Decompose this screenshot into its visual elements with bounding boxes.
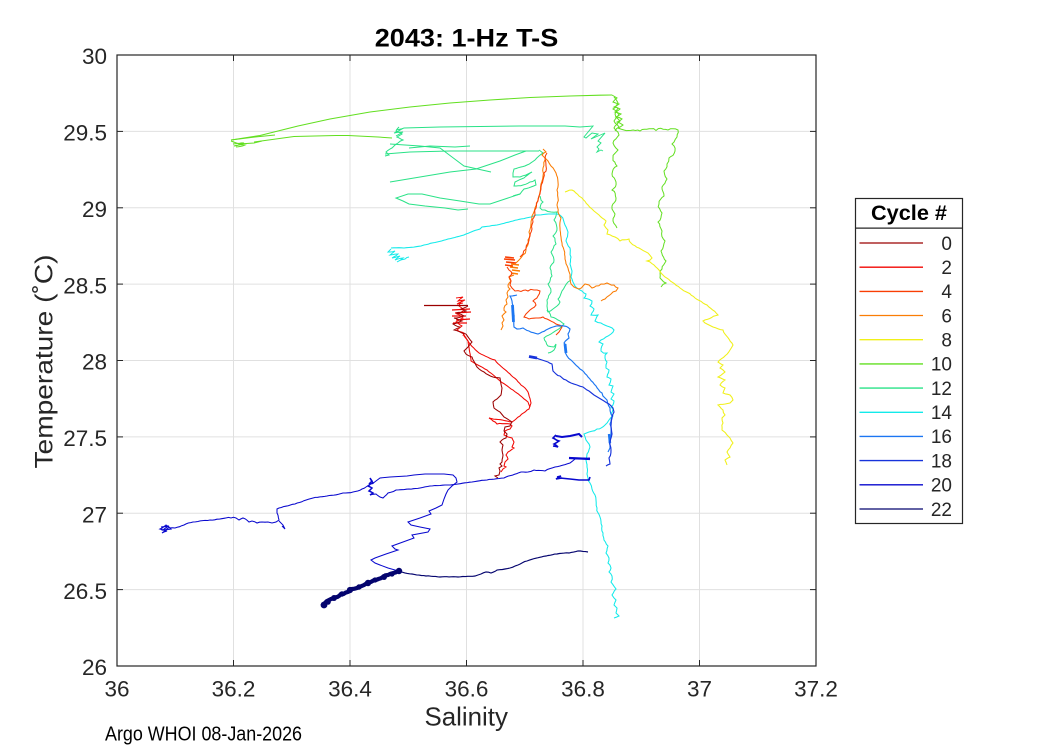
svg-text:6: 6 xyxy=(941,306,952,327)
svg-text:2043: 1-Hz T-S: 2043: 1-Hz T-S xyxy=(375,24,559,52)
svg-text:28: 28 xyxy=(82,350,107,375)
svg-text:36.2: 36.2 xyxy=(212,677,256,702)
svg-text:Temperature (˚C): Temperature (˚C) xyxy=(31,255,59,469)
svg-text:36: 36 xyxy=(104,677,129,702)
svg-text:4: 4 xyxy=(941,282,952,303)
svg-text:14: 14 xyxy=(931,403,953,424)
svg-text:Salinity: Salinity xyxy=(424,702,508,732)
svg-text:Cycle #: Cycle # xyxy=(871,202,947,225)
svg-text:22: 22 xyxy=(931,500,952,521)
svg-text:18: 18 xyxy=(931,451,952,472)
svg-text:36.6: 36.6 xyxy=(445,677,489,702)
svg-text:36.4: 36.4 xyxy=(328,677,372,702)
svg-text:37.2: 37.2 xyxy=(794,677,838,702)
svg-text:0: 0 xyxy=(941,234,952,255)
svg-text:26: 26 xyxy=(82,655,107,680)
svg-text:29.5: 29.5 xyxy=(63,121,107,146)
svg-text:27.5: 27.5 xyxy=(63,426,107,451)
svg-text:2: 2 xyxy=(941,258,952,279)
svg-text:30: 30 xyxy=(82,44,107,69)
svg-text:36.8: 36.8 xyxy=(561,677,605,702)
svg-text:20: 20 xyxy=(931,476,952,497)
svg-text:Argo WHOI 08-Jan-2026: Argo WHOI 08-Jan-2026 xyxy=(105,723,302,745)
svg-text:16: 16 xyxy=(931,427,952,448)
svg-text:29: 29 xyxy=(82,197,107,222)
svg-text:27: 27 xyxy=(82,503,107,528)
svg-text:10: 10 xyxy=(931,355,952,376)
svg-text:12: 12 xyxy=(931,379,952,400)
svg-text:28.5: 28.5 xyxy=(63,273,107,298)
svg-text:37: 37 xyxy=(687,677,712,702)
svg-text:26.5: 26.5 xyxy=(63,579,107,604)
svg-text:8: 8 xyxy=(941,331,952,352)
